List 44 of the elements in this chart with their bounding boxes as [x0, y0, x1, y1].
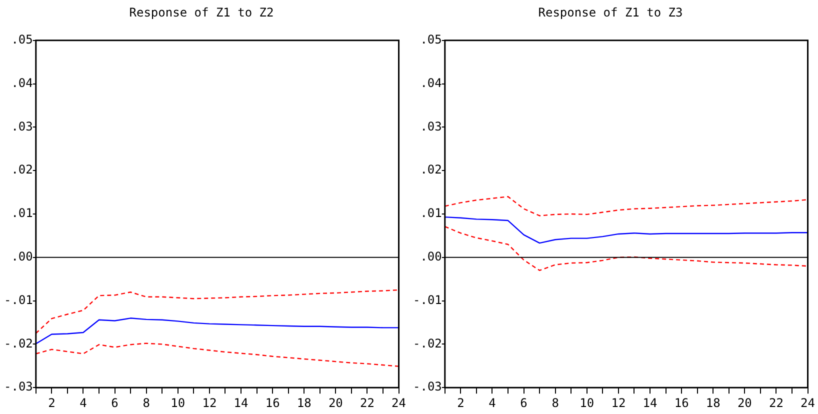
y-tick-label: -.01 [4, 292, 33, 307]
y-tick-label: .04 [420, 76, 442, 90]
y-tick-label: .04 [11, 76, 33, 90]
x-tick-label: 22 [768, 396, 784, 410]
x-tick-label: 8 [142, 396, 150, 410]
chart-title: Response of Z1 to Z3 [538, 5, 683, 20]
y-tick-label: .05 [420, 32, 442, 47]
x-tick-label: 16 [265, 396, 280, 410]
x-tick-label: 20 [328, 396, 343, 410]
x-tick-label: 6 [111, 396, 118, 410]
x-tick-label: 24 [392, 396, 406, 410]
x-tick-label: 22 [360, 396, 374, 410]
y-tick-label: .01 [11, 206, 33, 220]
y-tick-label: .02 [420, 162, 442, 177]
x-tick-label: 16 [674, 396, 689, 410]
x-tick-label: 12 [202, 396, 217, 410]
x-tick-label: 10 [170, 396, 186, 410]
y-tick-label: .01 [420, 206, 442, 220]
x-tick-label: 14 [234, 396, 248, 410]
y-tick-label: .00 [420, 250, 442, 264]
x-tick-label: 12 [611, 396, 626, 410]
x-tick-label: 24 [800, 396, 815, 410]
y-tick-label: .00 [11, 250, 33, 264]
x-tick-label: 14 [642, 396, 658, 410]
y-tick-label: .05 [11, 32, 33, 47]
x-tick-label: 20 [737, 396, 752, 410]
y-tick-label: .02 [11, 162, 33, 177]
x-tick-label: 18 [706, 396, 720, 410]
x-tick-label: 4 [80, 396, 87, 410]
y-tick-label: -.03 [412, 380, 442, 394]
y-tick-label: -.02 [412, 336, 442, 350]
x-tick-label: 2 [48, 396, 56, 410]
x-tick-label: 18 [296, 396, 312, 410]
x-tick-label: 4 [488, 396, 496, 410]
x-tick-label: 6 [520, 396, 528, 410]
y-tick-label: -.01 [412, 292, 442, 307]
y-tick-label: .03 [11, 119, 33, 134]
y-tick-label: -.02 [4, 336, 33, 350]
x-tick-label: 10 [580, 396, 594, 410]
chart-title: Response of Z1 to Z2 [129, 5, 274, 20]
x-tick-label: 8 [552, 396, 559, 410]
y-tick-label: .03 [420, 119, 442, 134]
y-tick-label: -.03 [4, 380, 33, 394]
x-tick-label: 2 [457, 396, 464, 410]
